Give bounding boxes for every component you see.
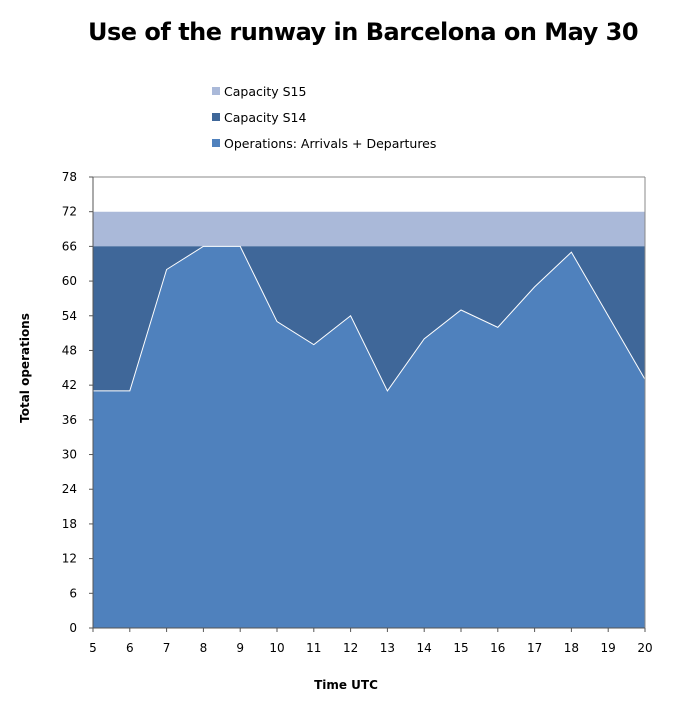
y-tick-label: 18 bbox=[62, 517, 77, 531]
x-tick-label: 13 bbox=[380, 641, 395, 655]
y-tick-label: 36 bbox=[62, 413, 77, 427]
x-tick-label: 9 bbox=[236, 641, 244, 655]
legend-swatch-capacity-s15 bbox=[212, 87, 220, 95]
x-tick-label: 7 bbox=[163, 641, 171, 655]
y-tick-label: 78 bbox=[62, 170, 77, 184]
y-axis-ticks: 0 6 12 18 24 30 36 42 48 54 60 66 72 78 bbox=[62, 170, 93, 635]
chart-axes bbox=[92, 176, 646, 629]
x-axis-title: Time UTC bbox=[314, 678, 378, 692]
x-tick-label: 15 bbox=[453, 641, 468, 655]
x-tick-label: 16 bbox=[490, 641, 505, 655]
y-tick-label: 0 bbox=[69, 621, 77, 635]
x-tick-label: 12 bbox=[343, 641, 358, 655]
x-tick-label: 10 bbox=[269, 641, 284, 655]
legend-swatch-capacity-s14 bbox=[212, 113, 220, 121]
x-axis-ticks: 5 6 7 8 9 10 11 12 13 14 15 16 17 18 19 20 bbox=[89, 628, 653, 655]
y-tick-label: 72 bbox=[62, 205, 77, 219]
chart-title: Use of the runway in Barcelona on May 30 bbox=[88, 18, 639, 46]
legend-item-capacity-s14: Capacity S14 bbox=[212, 104, 436, 130]
x-tick-label: 17 bbox=[527, 641, 542, 655]
y-tick-label: 6 bbox=[69, 586, 77, 600]
area-operations bbox=[93, 246, 645, 628]
x-tick-label: 19 bbox=[601, 641, 616, 655]
y-tick-label: 60 bbox=[62, 274, 77, 288]
y-tick-label: 66 bbox=[62, 239, 77, 253]
legend-label-operations: Operations: Arrivals + Departures bbox=[224, 135, 437, 151]
legend-label-capacity-s15: Capacity S15 bbox=[224, 83, 307, 99]
x-tick-label: 11 bbox=[306, 641, 321, 655]
x-tick-label: 8 bbox=[200, 641, 208, 655]
x-tick-label: 18 bbox=[564, 641, 579, 655]
legend-swatch-operations bbox=[212, 139, 220, 147]
y-axis-title: Total operations bbox=[18, 313, 32, 423]
x-tick-label: 5 bbox=[89, 641, 97, 655]
series-areas bbox=[93, 211, 646, 628]
y-tick-label: 12 bbox=[62, 552, 77, 566]
legend-item-capacity-s15: Capacity S15 bbox=[212, 78, 436, 104]
y-tick-label: 30 bbox=[62, 448, 77, 462]
y-tick-label: 24 bbox=[62, 482, 77, 496]
x-tick-label: 6 bbox=[126, 641, 134, 655]
y-tick-label: 48 bbox=[62, 343, 77, 357]
legend-item-operations: Operations: Arrivals + Departures bbox=[212, 130, 436, 156]
chart-legend: Capacity S15 Capacity S14 Operations: Ar… bbox=[212, 78, 436, 156]
y-tick-label: 42 bbox=[62, 378, 77, 392]
legend-label-capacity-s14: Capacity S14 bbox=[224, 109, 307, 125]
x-tick-label: 14 bbox=[417, 641, 432, 655]
y-tick-label: 54 bbox=[62, 309, 77, 323]
line-operations bbox=[93, 245, 646, 392]
x-tick-label: 20 bbox=[637, 641, 652, 655]
